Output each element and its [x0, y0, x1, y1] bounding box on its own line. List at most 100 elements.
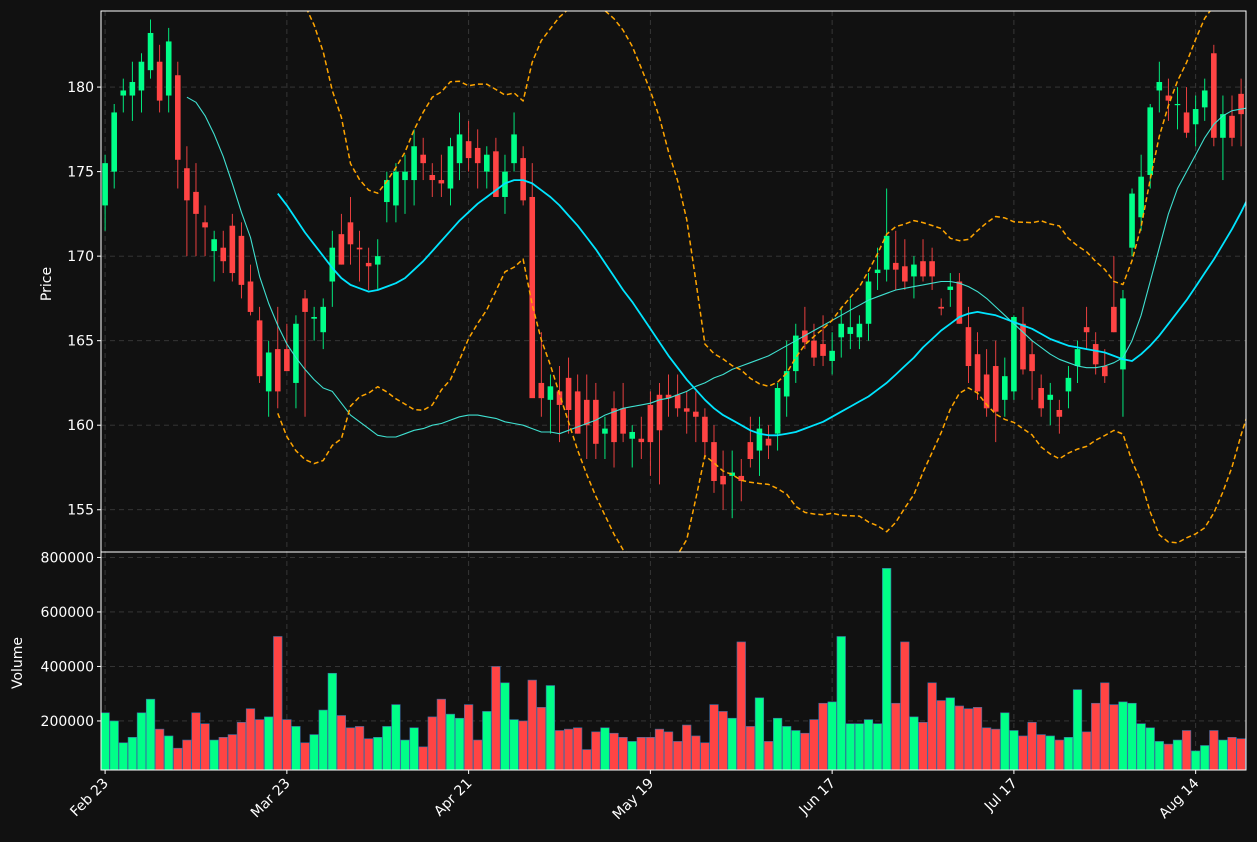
- candle-body: [456, 134, 463, 164]
- volume-bar: [1082, 731, 1092, 770]
- candle-body: [102, 163, 108, 206]
- price-tick-label: 175: [67, 165, 94, 181]
- volume-bar: [1227, 736, 1237, 770]
- volume-bar: [872, 723, 883, 770]
- candle-body: [838, 323, 845, 338]
- candle-body: [529, 196, 536, 399]
- volume-bar: [573, 727, 583, 770]
- volume-bar: [1091, 702, 1101, 770]
- volume-bar: [127, 736, 137, 770]
- volume-bar: [418, 746, 428, 770]
- volume-bar: [136, 712, 147, 770]
- volume-bar: [800, 732, 810, 770]
- candle-body: [992, 366, 999, 412]
- volume-bar: [118, 742, 128, 770]
- candle-body: [602, 428, 608, 434]
- candle-body: [356, 247, 363, 250]
- volume-bar: [900, 641, 910, 770]
- volume-bar: [482, 711, 492, 770]
- candle-body: [1229, 115, 1235, 138]
- candle-body: [111, 112, 117, 172]
- volume-bar: [427, 716, 437, 770]
- volume-bar: [391, 704, 401, 770]
- volume-bar: [254, 719, 265, 770]
- volume-bar: [209, 739, 219, 770]
- price-panel-marks: [102, 11, 1246, 552]
- candle-body: [138, 61, 145, 91]
- candle-body: [920, 261, 926, 277]
- candle-body: [274, 349, 281, 392]
- volume-bar: [845, 723, 855, 770]
- volume-bar: [273, 636, 283, 770]
- volume-bar: [1218, 739, 1228, 770]
- volume-bar: [609, 732, 619, 770]
- candle-body: [892, 262, 899, 270]
- volume-bar: [827, 701, 837, 770]
- volume-bar: [1036, 734, 1046, 770]
- volume-bar: [218, 736, 228, 770]
- candle-body: [720, 475, 726, 485]
- candle-body: [193, 191, 199, 214]
- volume-bar: [509, 719, 519, 770]
- candle-body: [1092, 344, 1099, 365]
- candle-body: [874, 269, 881, 274]
- volume-bar: [818, 702, 828, 770]
- volume-bar: [627, 741, 637, 770]
- candle-body: [420, 154, 426, 164]
- candle-body: [438, 180, 445, 184]
- candle-body: [1120, 298, 1126, 370]
- volume-bar: [891, 702, 901, 770]
- candle-body: [747, 442, 754, 460]
- candle-body: [1183, 112, 1190, 133]
- volume-bar: [882, 568, 892, 770]
- volume-bar: [972, 707, 983, 770]
- volume-bar: [918, 722, 928, 770]
- volume-bar: [709, 704, 719, 770]
- candle-body: [1211, 53, 1217, 138]
- volume-bar: [318, 709, 328, 770]
- volume-bar: [1100, 682, 1110, 770]
- volume-tick-label: 200000: [41, 714, 94, 730]
- volume-bar: [618, 736, 628, 770]
- volume-bar: [691, 735, 701, 770]
- candle-body: [593, 399, 599, 444]
- volume-bar: [200, 723, 210, 770]
- candle-body: [265, 352, 272, 392]
- volume-bar: [754, 697, 765, 770]
- volume-bar: [291, 726, 301, 770]
- volume-bar: [364, 738, 374, 770]
- volume-bar: [727, 717, 737, 770]
- candle-body: [1111, 306, 1117, 333]
- candle-body: [583, 399, 590, 426]
- candle-body: [1011, 317, 1017, 392]
- volume-bar: [500, 682, 510, 770]
- volume-bar: [1054, 739, 1064, 770]
- volume-bar: [101, 712, 110, 770]
- candle-body: [1165, 95, 1172, 101]
- volume-bar: [464, 704, 474, 770]
- candle-body: [956, 281, 963, 324]
- volume-bar: [182, 739, 192, 770]
- volume-bar: [491, 666, 501, 770]
- candle-body: [729, 472, 735, 476]
- candle-body: [411, 146, 417, 181]
- volume-bar: [545, 685, 556, 770]
- volume-bar: [336, 715, 346, 770]
- volume-bar: [982, 727, 992, 770]
- volume-bar: [673, 741, 683, 770]
- volume-bar: [591, 731, 601, 770]
- price-tick-label: 165: [67, 334, 94, 350]
- candle-body: [402, 171, 408, 181]
- candle-body: [1065, 377, 1072, 392]
- candle-body: [147, 32, 154, 71]
- candle-body: [574, 391, 581, 434]
- volume-bar: [309, 734, 319, 770]
- candle-body: [865, 281, 872, 324]
- volume-bar: [782, 726, 792, 770]
- volume-panel-frame: [100, 551, 1247, 771]
- volume-panel-grid: [101, 552, 1246, 770]
- volume-axis-label: Volume: [10, 637, 26, 689]
- candle-body: [629, 431, 636, 439]
- volume-bar: [1063, 736, 1074, 770]
